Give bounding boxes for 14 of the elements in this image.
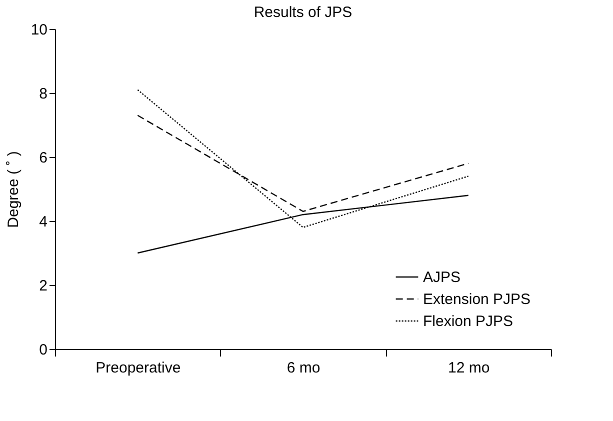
y-tick-label: 10 <box>30 22 48 38</box>
y-tick-label: 6 <box>39 150 48 166</box>
y-axis-title: Degree ( ˚ ) <box>4 151 22 228</box>
x-tick-label: 12 mo <box>448 360 490 376</box>
legend-label: AJPS <box>423 269 461 286</box>
y-tick-label: 4 <box>39 214 48 230</box>
legend-label: Flexion PJPS <box>423 313 514 330</box>
y-tick-label: 0 <box>39 342 48 358</box>
x-tick-label: Preoperative <box>96 360 181 376</box>
legend-label: Extension PJPS <box>423 291 531 308</box>
y-tick-label: 2 <box>39 278 48 294</box>
y-tick-label: 8 <box>39 86 48 102</box>
chart-title: Results of JPS <box>254 4 352 21</box>
x-tick-label: 6 mo <box>286 360 320 376</box>
